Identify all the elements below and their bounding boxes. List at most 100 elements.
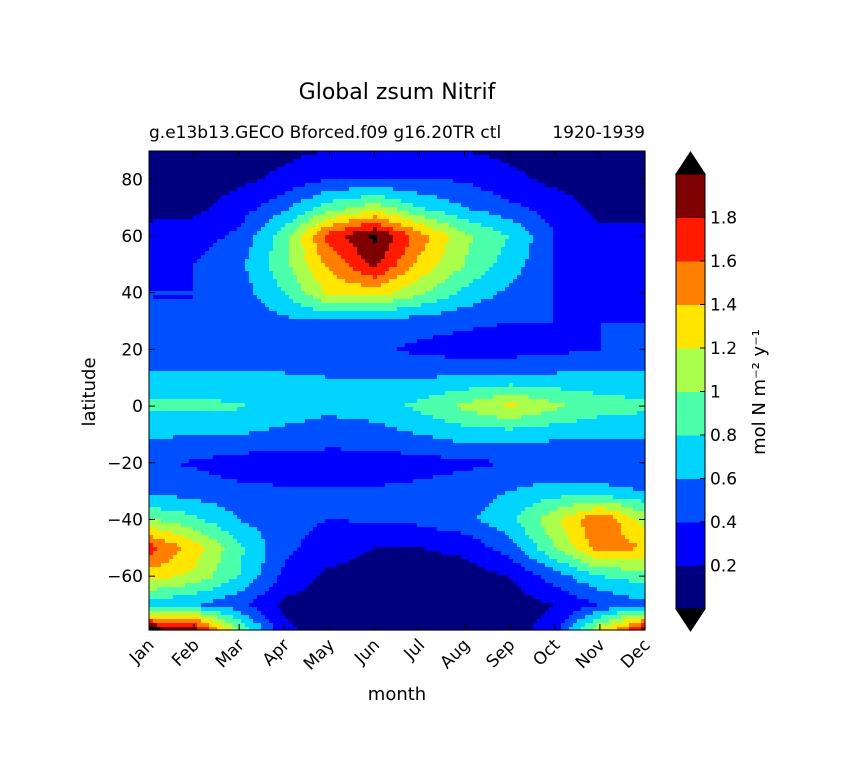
contour-cell bbox=[265, 307, 270, 312]
contour-cell bbox=[361, 247, 366, 252]
contour-cell bbox=[445, 179, 450, 184]
contour-cell bbox=[605, 163, 610, 168]
contour-cell bbox=[521, 291, 526, 296]
contour-cell bbox=[485, 251, 490, 256]
contour-cell bbox=[493, 307, 498, 312]
contour-cell bbox=[541, 231, 546, 236]
contour-cell bbox=[405, 223, 410, 228]
contour-cell bbox=[193, 207, 198, 212]
contour-cell bbox=[509, 183, 514, 188]
contour-cell bbox=[165, 299, 170, 304]
contour-cell bbox=[453, 259, 458, 264]
contour-cell bbox=[517, 215, 522, 220]
contour-cell bbox=[193, 199, 198, 204]
contour-cell bbox=[377, 151, 382, 156]
contour-cell bbox=[473, 275, 478, 280]
contour-cell bbox=[365, 239, 370, 244]
contour-cell bbox=[449, 259, 454, 264]
contour-cell bbox=[309, 175, 314, 180]
contour-cell bbox=[349, 179, 354, 184]
contour-cell bbox=[469, 179, 474, 184]
contour-cell bbox=[477, 263, 482, 268]
contour-cell bbox=[389, 267, 394, 272]
contour-cell bbox=[433, 227, 438, 232]
contour-cell bbox=[357, 299, 362, 304]
contour-cell bbox=[277, 239, 282, 244]
contour-cell bbox=[565, 259, 570, 264]
contour-cell bbox=[285, 295, 290, 300]
contour-cell bbox=[413, 243, 418, 248]
contour-cell bbox=[337, 259, 342, 264]
contour-cell bbox=[441, 263, 446, 268]
contour-cell bbox=[181, 171, 186, 176]
contour-cell bbox=[537, 155, 542, 160]
contour-cell bbox=[613, 151, 618, 156]
contour-cell bbox=[313, 179, 318, 184]
contour-cell bbox=[465, 255, 470, 260]
contour-cell bbox=[541, 203, 546, 208]
contour-cell bbox=[257, 239, 262, 244]
contour-cell bbox=[565, 251, 570, 256]
contour-cell bbox=[193, 295, 198, 300]
contour-cell bbox=[309, 151, 314, 156]
contour-cell bbox=[629, 191, 634, 196]
contour-cell bbox=[385, 235, 390, 240]
contour-cell bbox=[497, 159, 502, 164]
contour-cell bbox=[609, 271, 614, 276]
contour-cell bbox=[269, 307, 274, 312]
contour-cell bbox=[469, 163, 474, 168]
contour-cell bbox=[473, 223, 478, 228]
contour-cell bbox=[489, 175, 494, 180]
contour-cell bbox=[585, 199, 590, 204]
contour-cell bbox=[249, 163, 254, 168]
contour-cell bbox=[233, 199, 238, 204]
contour-cell bbox=[493, 195, 498, 200]
contour-cell bbox=[537, 231, 542, 236]
contour-cell bbox=[541, 287, 546, 292]
contour-cell bbox=[493, 267, 498, 272]
contour-cell bbox=[617, 247, 622, 252]
contour-cell bbox=[241, 271, 246, 276]
contour-cell bbox=[161, 247, 166, 252]
contour-cell bbox=[505, 155, 510, 160]
contour-cell bbox=[381, 243, 386, 248]
contour-cell bbox=[189, 307, 194, 312]
contour-cell bbox=[609, 267, 614, 272]
contour-cell bbox=[189, 195, 194, 200]
contour-cell bbox=[317, 239, 322, 244]
contour-cell bbox=[493, 299, 498, 304]
contour-cell bbox=[201, 159, 206, 164]
contour-cell bbox=[541, 275, 546, 280]
contour-cell bbox=[329, 259, 334, 264]
contour-cell bbox=[605, 303, 610, 308]
contour-cell bbox=[549, 207, 554, 212]
contour-cell bbox=[221, 283, 226, 288]
contour-cell bbox=[205, 191, 210, 196]
contour-cell bbox=[165, 295, 170, 300]
contour-cell bbox=[589, 275, 594, 280]
contour-cell bbox=[313, 207, 318, 212]
contour-cell bbox=[621, 159, 626, 164]
contour-cell bbox=[413, 187, 418, 192]
contour-cell bbox=[481, 211, 486, 216]
contour-cell bbox=[449, 183, 454, 188]
contour-cell bbox=[497, 303, 502, 308]
contour-cell bbox=[565, 267, 570, 272]
contour-cell bbox=[353, 175, 358, 180]
contour-cell bbox=[437, 239, 442, 244]
contour-cell bbox=[289, 191, 294, 196]
contour-cell bbox=[553, 219, 558, 224]
contour-cell bbox=[205, 299, 210, 304]
contour-cell bbox=[641, 163, 646, 168]
contour-cell bbox=[345, 179, 350, 184]
contour-cell bbox=[597, 215, 602, 220]
contour-cell bbox=[477, 235, 482, 240]
contour-cell bbox=[561, 155, 566, 160]
contour-cell bbox=[293, 183, 298, 188]
contour-cell bbox=[553, 299, 558, 304]
contour-cell bbox=[213, 159, 218, 164]
contour-cell bbox=[601, 191, 606, 196]
contour-cell bbox=[149, 167, 154, 172]
contour-cell bbox=[481, 179, 486, 184]
contour-cell bbox=[441, 255, 446, 260]
